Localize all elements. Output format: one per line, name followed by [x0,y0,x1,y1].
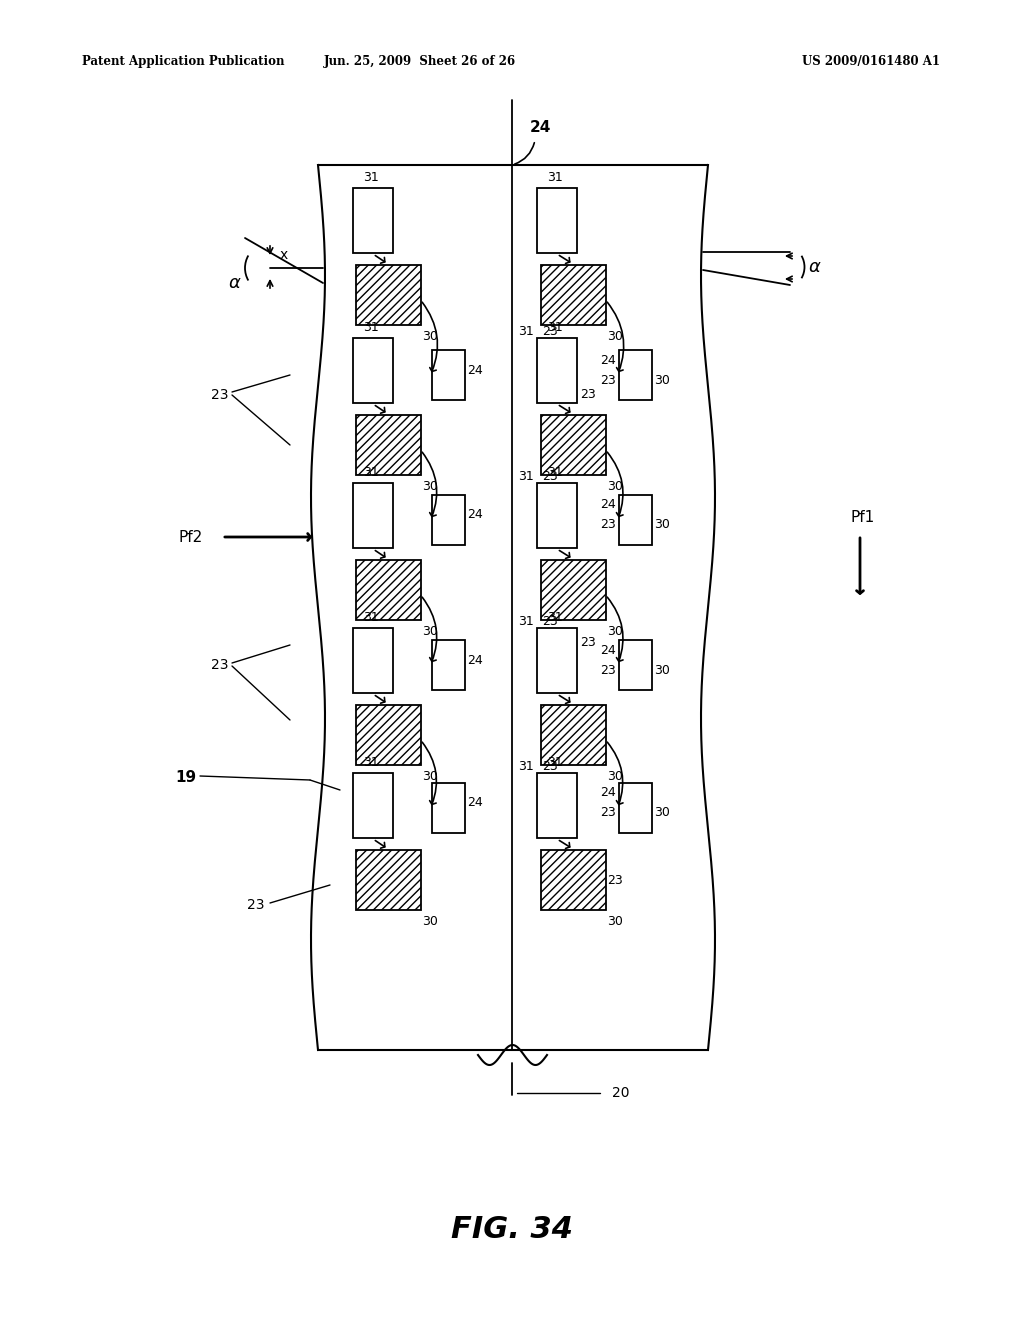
Bar [355,850,421,909]
Bar [537,338,577,403]
Text: 31: 31 [364,321,379,334]
Bar [353,338,393,403]
Text: 23: 23 [600,519,615,532]
Bar [537,483,577,548]
Text: 30: 30 [607,770,624,783]
Bar [618,350,651,400]
Text: 23: 23 [248,898,265,912]
Text: 23: 23 [600,374,615,387]
Text: US 2009/0161480 A1: US 2009/0161480 A1 [802,55,940,69]
Text: 30: 30 [607,624,624,638]
Bar [541,414,605,475]
Text: 23: 23 [600,807,615,820]
Text: 19: 19 [175,771,196,785]
Bar [431,783,465,833]
Text: 23: 23 [600,664,615,676]
Text: 30: 30 [654,374,671,387]
Text: Pf1: Pf1 [850,511,874,525]
Text: 30: 30 [654,519,671,532]
Bar [353,774,393,838]
Text: 31: 31 [518,470,534,483]
Text: 24: 24 [600,354,615,367]
Text: 23: 23 [211,388,228,403]
Text: 31: 31 [364,756,379,770]
Text: Pf2: Pf2 [178,529,203,544]
Text: 31: 31 [518,760,534,774]
Bar [618,783,651,833]
Bar [541,705,605,766]
Text: 24: 24 [600,787,615,800]
Bar [618,495,651,545]
Text: 30: 30 [423,915,438,928]
Text: 30: 30 [423,770,438,783]
Text: 31: 31 [364,172,379,183]
Text: 23: 23 [580,388,596,401]
Bar [355,560,421,620]
Text: 24: 24 [468,508,483,521]
Text: 23: 23 [542,325,558,338]
Text: Jun. 25, 2009  Sheet 26 of 26: Jun. 25, 2009 Sheet 26 of 26 [324,55,516,69]
Text: 23: 23 [542,470,558,483]
Text: $\alpha$: $\alpha$ [808,257,821,276]
Bar [541,265,605,325]
Text: 23: 23 [542,615,558,628]
Bar [431,640,465,690]
Text: FIG. 34: FIG. 34 [451,1216,573,1245]
Text: 23: 23 [580,635,596,648]
Text: 23: 23 [211,657,228,672]
Bar [353,187,393,253]
Text: 30: 30 [423,480,438,492]
Text: 31: 31 [547,611,563,624]
Bar [618,640,651,690]
Text: 30: 30 [423,330,438,343]
Bar [355,414,421,475]
Text: 24: 24 [468,653,483,667]
Text: 31: 31 [547,321,563,334]
Text: 24: 24 [468,796,483,809]
Bar [353,628,393,693]
Text: 30: 30 [423,624,438,638]
Text: 24: 24 [600,644,615,656]
Text: 31: 31 [547,172,563,183]
Text: 24: 24 [530,120,551,136]
Text: 31: 31 [547,756,563,770]
Text: 31: 31 [547,466,563,479]
Text: Patent Application Publication: Patent Application Publication [82,55,285,69]
Text: 24: 24 [600,499,615,511]
Text: 20: 20 [612,1086,630,1100]
Bar [537,628,577,693]
Text: 30: 30 [654,664,671,676]
Bar [541,850,605,909]
Text: 30: 30 [607,330,624,343]
Bar [431,495,465,545]
Text: x: x [280,248,288,261]
Text: 30: 30 [607,915,624,928]
Bar [537,774,577,838]
Bar [355,705,421,766]
Text: 31: 31 [364,611,379,624]
Text: 23: 23 [607,874,624,887]
Bar [431,350,465,400]
Bar [355,265,421,325]
Text: 31: 31 [518,615,534,628]
Bar [541,560,605,620]
Bar [537,187,577,253]
Text: 30: 30 [607,480,624,492]
Text: $\alpha$: $\alpha$ [228,275,242,292]
Text: 23: 23 [542,760,558,774]
Text: 31: 31 [364,466,379,479]
Bar [353,483,393,548]
Text: 30: 30 [654,807,671,820]
Text: 31: 31 [518,325,534,338]
Text: 24: 24 [468,363,483,376]
